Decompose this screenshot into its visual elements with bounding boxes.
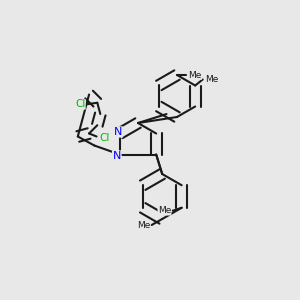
Text: Me: Me xyxy=(205,75,218,84)
Text: Cl: Cl xyxy=(75,99,85,109)
Text: Me: Me xyxy=(188,70,202,80)
Text: N: N xyxy=(114,127,122,137)
Text: Me: Me xyxy=(158,206,171,215)
Text: Me: Me xyxy=(137,220,150,230)
Text: Cl: Cl xyxy=(100,133,110,143)
Text: N: N xyxy=(112,151,121,161)
